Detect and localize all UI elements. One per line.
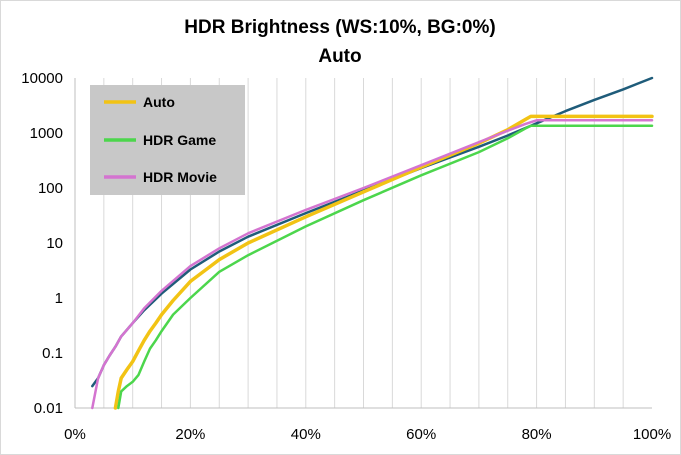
y-tick-label: 1 — [55, 290, 63, 307]
legend: Auto HDR Game HDR Movie — [90, 85, 245, 195]
legend-label-hdr-game: HDR Game — [143, 132, 216, 148]
x-tick-label: 40% — [291, 426, 321, 443]
y-tick-label: 0.1 — [42, 345, 63, 362]
y-tick-label: 1000 — [30, 125, 63, 142]
x-tick-label: 60% — [406, 426, 436, 443]
x-tick-label: 20% — [175, 426, 205, 443]
x-tick-label: 80% — [522, 426, 552, 443]
series-line-hdr-game — [117, 124, 654, 410]
chart-title: HDR Brightness (WS:10%, BG:0%) — [184, 17, 495, 38]
legend-label-hdr-movie: HDR Movie — [143, 169, 217, 185]
axes: 0% 20% 40% 60% 80% 100% 0.01 0.1 1 10 100 1000 10000 — [21, 70, 671, 443]
y-tick-label: 100 — [38, 180, 63, 197]
y-tick-label: 10 — [46, 235, 63, 252]
legend-label-auto: Auto — [143, 94, 175, 110]
y-tick-label: 10000 — [21, 70, 63, 87]
chart-subtitle: Auto — [318, 46, 361, 67]
x-tick-label: 0% — [64, 426, 86, 443]
y-tick-label: 0.01 — [34, 400, 63, 417]
series-lines — [91, 76, 654, 410]
series-line-hdr-movie — [91, 119, 654, 410]
x-tick-label: 100% — [633, 426, 671, 443]
gridlines — [103, 78, 624, 408]
